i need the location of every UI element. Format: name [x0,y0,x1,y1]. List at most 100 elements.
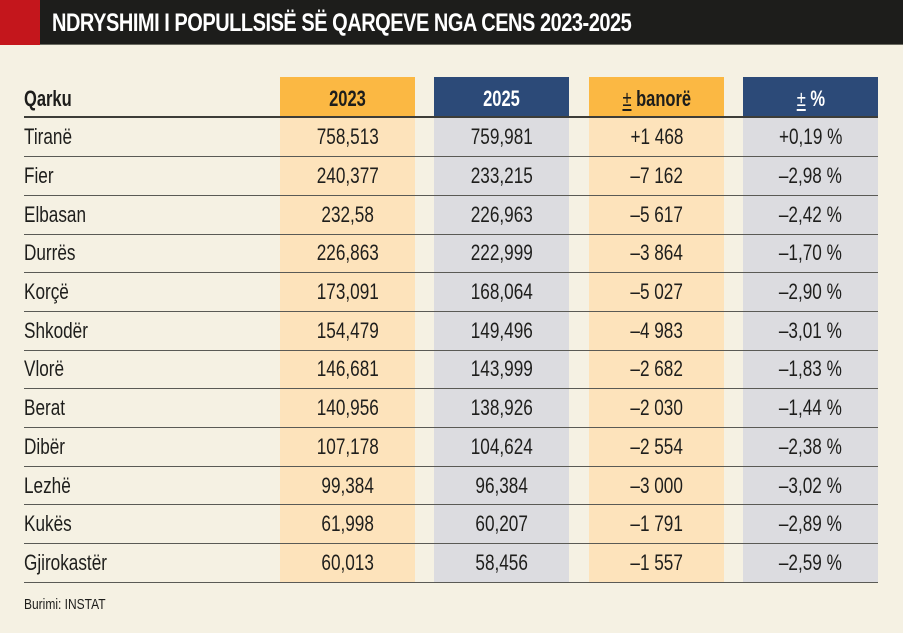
cell-banore: –1 557 [589,544,724,583]
cell-2023-value: 60,013 [321,549,374,575]
table-row: Shkodër 154,479 149,496 –4 983 –3,01 % [24,311,878,351]
cell-2025: 60,207 [434,505,569,544]
column-gap [569,466,589,505]
table-row: Berat 140,956 138,926 –2 030 –1,44 % [24,389,878,428]
cell-2023: 60,013 [280,544,415,583]
cell-percent-value: –1,70 % [779,240,842,266]
cell-percent: +0,19 % [743,118,878,157]
column-gap [569,234,589,273]
column-gap [415,466,434,505]
table-row: Dibër 107,178 104,624 –2 554 –2,38 % [24,428,878,467]
column-gap [569,428,589,467]
cell-qarku-value: Dibër [24,433,66,459]
table-row: Durrës 226,863 222,999 –3 864 –1,70 % [24,234,878,273]
title-accent-block [0,0,40,45]
column-background-2023 [280,77,415,582]
cell-2025: 759,981 [434,118,569,157]
cell-qarku: Durrës [24,234,280,273]
column-gap [724,195,743,234]
cell-2025: 96,384 [434,466,569,505]
cell-qarku-value: Gjirokastër [24,549,107,575]
column-gap [569,273,589,312]
cell-qarku: Elbasan [24,195,280,234]
cell-2025-value: 759,981 [470,124,533,150]
cell-2023: 240,377 [280,157,415,196]
cell-2025-value: 138,926 [470,395,533,421]
cell-2025: 226,963 [434,195,569,234]
plus-minus-symbol: ± [622,86,632,111]
cell-percent-value: –1,44 % [779,395,842,421]
cell-percent-value: –2,42 % [779,201,842,227]
cell-2025: 138,926 [434,389,569,428]
cell-banore-value: –1 557 [630,549,683,575]
cell-qarku-value: Kukës [24,511,72,537]
cell-banore: –1 791 [589,505,724,544]
cell-percent: –1,70 % [743,234,878,273]
cell-2023: 107,178 [280,428,415,467]
cell-2025-value: 168,064 [470,279,533,305]
column-gap [724,466,743,505]
cell-percent: –1,44 % [743,389,878,428]
cell-percent-value: –1,83 % [779,356,842,382]
cell-2023-value: 232,58 [321,201,374,227]
header-divider [24,116,878,118]
column-gap [569,544,589,583]
cell-2025-value: 149,496 [470,317,533,343]
cell-banore: –5 617 [589,195,724,234]
cell-banore-value: +1 468 [630,124,683,150]
column-gap [724,544,743,583]
cell-percent-value: –2,59 % [779,549,842,575]
header-2025-label: 2025 [483,86,520,111]
column-gap [724,273,743,312]
header-qarku-label: Qarku [24,86,72,111]
cell-banore: –4 983 [589,311,724,350]
cell-qarku-value: Shkodër [24,317,88,343]
cell-banore: –3 864 [589,234,724,273]
cell-banore-value: –1 791 [630,511,683,537]
cell-percent: –2,38 % [743,428,878,467]
column-gap [569,157,589,196]
cell-2023: 226,863 [280,234,415,273]
cell-qarku: Lezhë [24,466,280,505]
cell-banore-value: –5 617 [630,201,683,227]
column-gap [415,505,434,544]
cell-percent: –3,01 % [743,311,878,350]
cell-banore: +1 468 [589,118,724,157]
cell-2023-value: 61,998 [321,511,374,537]
cell-qarku: Kukës [24,505,280,544]
cell-qarku-value: Korçë [24,279,69,305]
column-gap [724,428,743,467]
plus-minus-symbol: ± [796,86,806,111]
cell-2023-value: 758,513 [316,124,379,150]
cell-banore: –2 030 [589,389,724,428]
table-row: Korçë 173,091 168,064 –5 027 –2,90 % [24,273,878,312]
table-row: Elbasan 232,58 226,963 –5 617 –2,42 % [24,195,878,235]
column-gap [415,273,434,312]
column-gap [415,195,434,234]
cell-qarku: Korçë [24,273,280,312]
column-gap [415,234,434,273]
cell-qarku-value: Durrës [24,240,76,266]
cell-percent: –2,98 % [743,157,878,196]
cell-2023: 154,479 [280,311,415,350]
cell-percent-value: –2,89 % [779,511,842,537]
header-percent: ± % [743,77,878,117]
cell-percent: –3,02 % [743,466,878,505]
header-percent-label: % [805,86,825,111]
column-background-percent [743,77,878,582]
column-background-banore [589,77,724,582]
cell-percent-value: +0,19 % [778,124,843,150]
table-row: Vlorë 146,681 143,999 –2 682 –1,83 % [24,350,878,389]
cell-2023: 232,58 [280,195,415,234]
cell-2025-value: 143,999 [470,356,533,382]
column-gap [569,350,589,389]
cell-qarku-value: Elbasan [24,201,87,227]
column-gap [415,157,434,196]
cell-banore: –2 554 [589,428,724,467]
cell-banore-value: –3 000 [630,472,683,498]
header-2025: 2025 [434,77,569,117]
cell-banore-value: –4 983 [630,317,683,343]
cell-2025: 222,999 [434,234,569,273]
cell-2025-value: 104,624 [470,433,533,459]
column-gap [724,234,743,273]
